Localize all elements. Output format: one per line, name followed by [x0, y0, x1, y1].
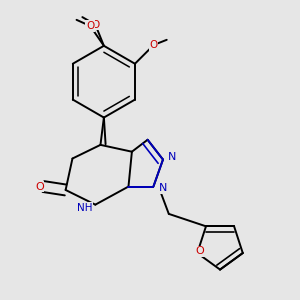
Text: O: O	[35, 182, 44, 192]
Text: O: O	[91, 20, 100, 30]
Text: O: O	[150, 40, 158, 50]
Text: NH: NH	[77, 203, 92, 213]
Text: O: O	[86, 21, 94, 31]
Text: N: N	[168, 152, 177, 162]
Text: N: N	[159, 183, 167, 193]
Text: O: O	[196, 246, 204, 256]
